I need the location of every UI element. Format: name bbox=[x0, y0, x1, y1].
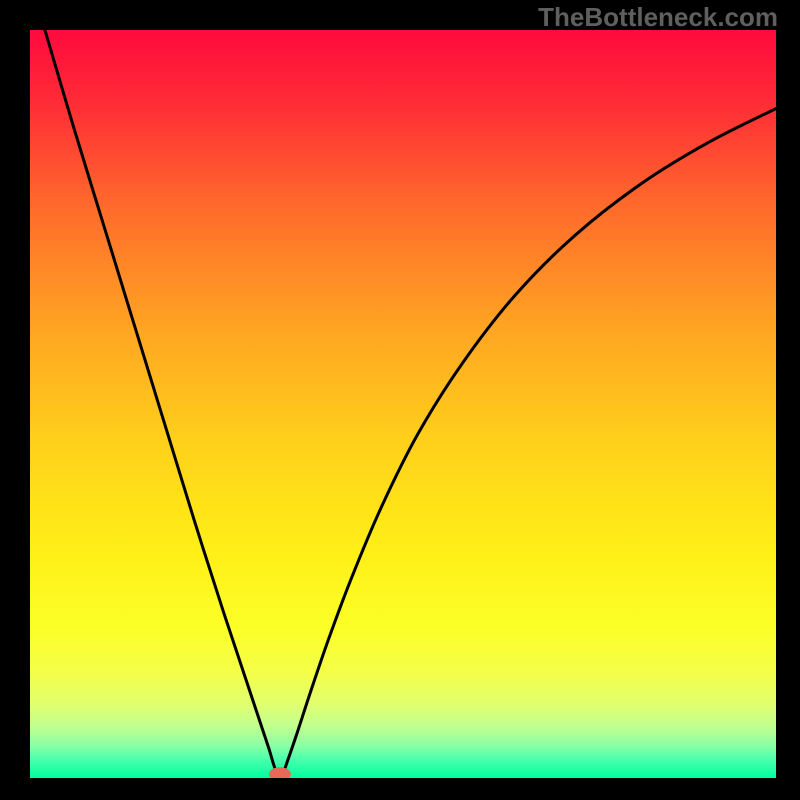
chart-container: TheBottleneck.com bbox=[0, 0, 800, 800]
bottleneck-curve bbox=[30, 30, 776, 778]
watermark-text: TheBottleneck.com bbox=[538, 2, 778, 33]
plot-area bbox=[30, 30, 776, 778]
